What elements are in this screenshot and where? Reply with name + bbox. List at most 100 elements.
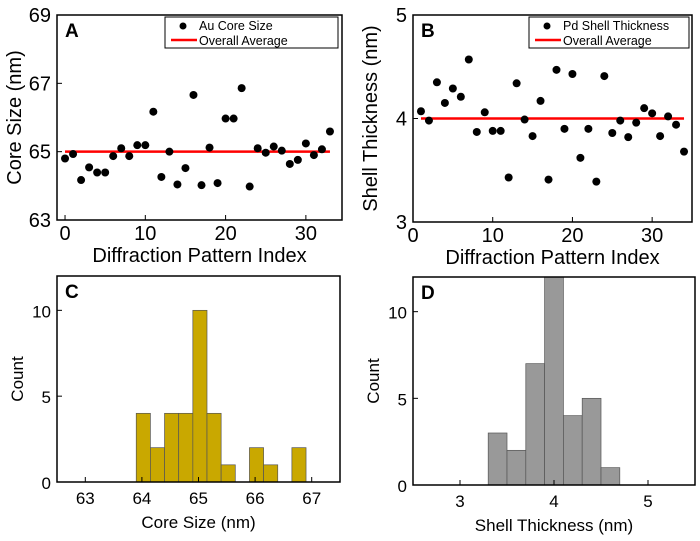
data-point [416, 107, 425, 116]
data-point [229, 114, 238, 123]
x-tick-label: 64 [132, 489, 151, 508]
histogram-bar [192, 309, 208, 483]
x-tick-label: 30 [641, 225, 663, 247]
data-point [133, 141, 142, 150]
data-point [325, 127, 334, 136]
histogram-bar [544, 276, 564, 486]
x-tick-label: 10 [482, 225, 504, 247]
histogram-bar [220, 464, 236, 483]
histogram-bar [563, 415, 583, 486]
y-tick-label: 63 [29, 210, 51, 232]
data-point [117, 144, 126, 153]
panel-D: 3 4 5 0 5 10 Shell Thickness (nm) Count D [364, 276, 696, 535]
data-point [253, 144, 262, 153]
histogram-bar [178, 412, 194, 483]
panel-letter: B [421, 21, 435, 42]
data-point [552, 65, 561, 74]
data-point [680, 147, 689, 156]
data-point [165, 147, 174, 156]
x-tick-label: 0 [59, 223, 70, 245]
x-tick-label: 65 [189, 489, 208, 508]
x-tick-label: 0 [407, 225, 418, 247]
data-point [608, 128, 617, 137]
y-tick-label: 5 [398, 390, 407, 409]
x-axis-label: Diffraction Pattern Index [445, 247, 659, 269]
y-tick-label: 67 [29, 73, 51, 95]
data-point [576, 153, 585, 162]
data-point [77, 176, 86, 185]
histogram-bar [164, 412, 180, 483]
panel-letter: C [65, 282, 79, 303]
y-axis-label: Count [8, 356, 27, 402]
data-point [109, 152, 118, 161]
histogram-bar [150, 447, 165, 483]
data-point [496, 126, 505, 135]
x-tick-label: 20 [561, 225, 583, 247]
data-point [157, 172, 166, 181]
legend-label: Au Core Size [199, 19, 273, 33]
data-point [672, 120, 681, 129]
histogram-bar [525, 363, 545, 486]
data-point [520, 115, 529, 124]
data-point [632, 118, 641, 127]
data-point [69, 150, 78, 159]
data-point [488, 126, 497, 135]
histogram-bar [487, 432, 508, 486]
data-point [616, 116, 625, 125]
data-point [293, 155, 302, 164]
x-tick-label: 4 [549, 492, 558, 511]
data-point [61, 154, 70, 163]
histogram-bar [600, 467, 621, 486]
data-point [93, 168, 102, 177]
histogram-bar [135, 412, 151, 483]
x-tick-label: 10 [134, 223, 156, 245]
data-point [173, 180, 182, 189]
y-tick-label: 4 [396, 109, 407, 131]
x-tick-label: 5 [643, 492, 652, 511]
x-axis-label: Diffraction Pattern Index [92, 245, 306, 267]
y-tick-label: 0 [398, 477, 407, 496]
y-tick-label: 3 [396, 212, 407, 234]
data-point [504, 173, 513, 182]
x-tick-label: 67 [302, 489, 321, 508]
x-tick-label: 3 [455, 492, 464, 511]
data-point [269, 142, 278, 151]
legend-label: Overall Average [199, 34, 288, 48]
histogram-bar [206, 412, 222, 483]
data-point [656, 132, 665, 141]
data-point [536, 96, 545, 105]
data-point [640, 104, 649, 113]
data-point [141, 141, 150, 150]
data-point [285, 159, 294, 168]
data-point [125, 152, 134, 161]
data-point [456, 92, 465, 101]
data-point [213, 179, 222, 188]
histogram-bar [249, 447, 264, 483]
y-tick-label: 10 [32, 302, 51, 321]
data-point [544, 175, 553, 184]
y-axis-label: Shell Thickness (nm) [360, 25, 382, 211]
data-point [440, 98, 449, 107]
data-point [205, 143, 214, 152]
data-point [149, 107, 158, 116]
data-point [101, 168, 110, 177]
data-point [448, 84, 457, 93]
data-point [245, 182, 254, 191]
data-point [464, 55, 473, 64]
axes-box [56, 14, 343, 221]
panel-C: 63 64 65 66 67 0 5 10 Core Size (nm) Count C [8, 275, 341, 532]
data-point [85, 163, 94, 172]
data-point [472, 127, 481, 136]
legend-label: Pd Shell Thickness [563, 19, 669, 33]
data-point [480, 108, 489, 117]
histogram-bar [581, 397, 602, 486]
histogram-bar [263, 464, 279, 483]
data-point [277, 146, 286, 155]
panel-A: 0 10 20 30 63 65 67 69 Diffraction Pattern Index… [4, 5, 343, 267]
data-point [221, 114, 230, 123]
panel-letter: D [421, 283, 435, 304]
data-point [189, 90, 198, 99]
y-tick-label: 10 [388, 304, 407, 323]
